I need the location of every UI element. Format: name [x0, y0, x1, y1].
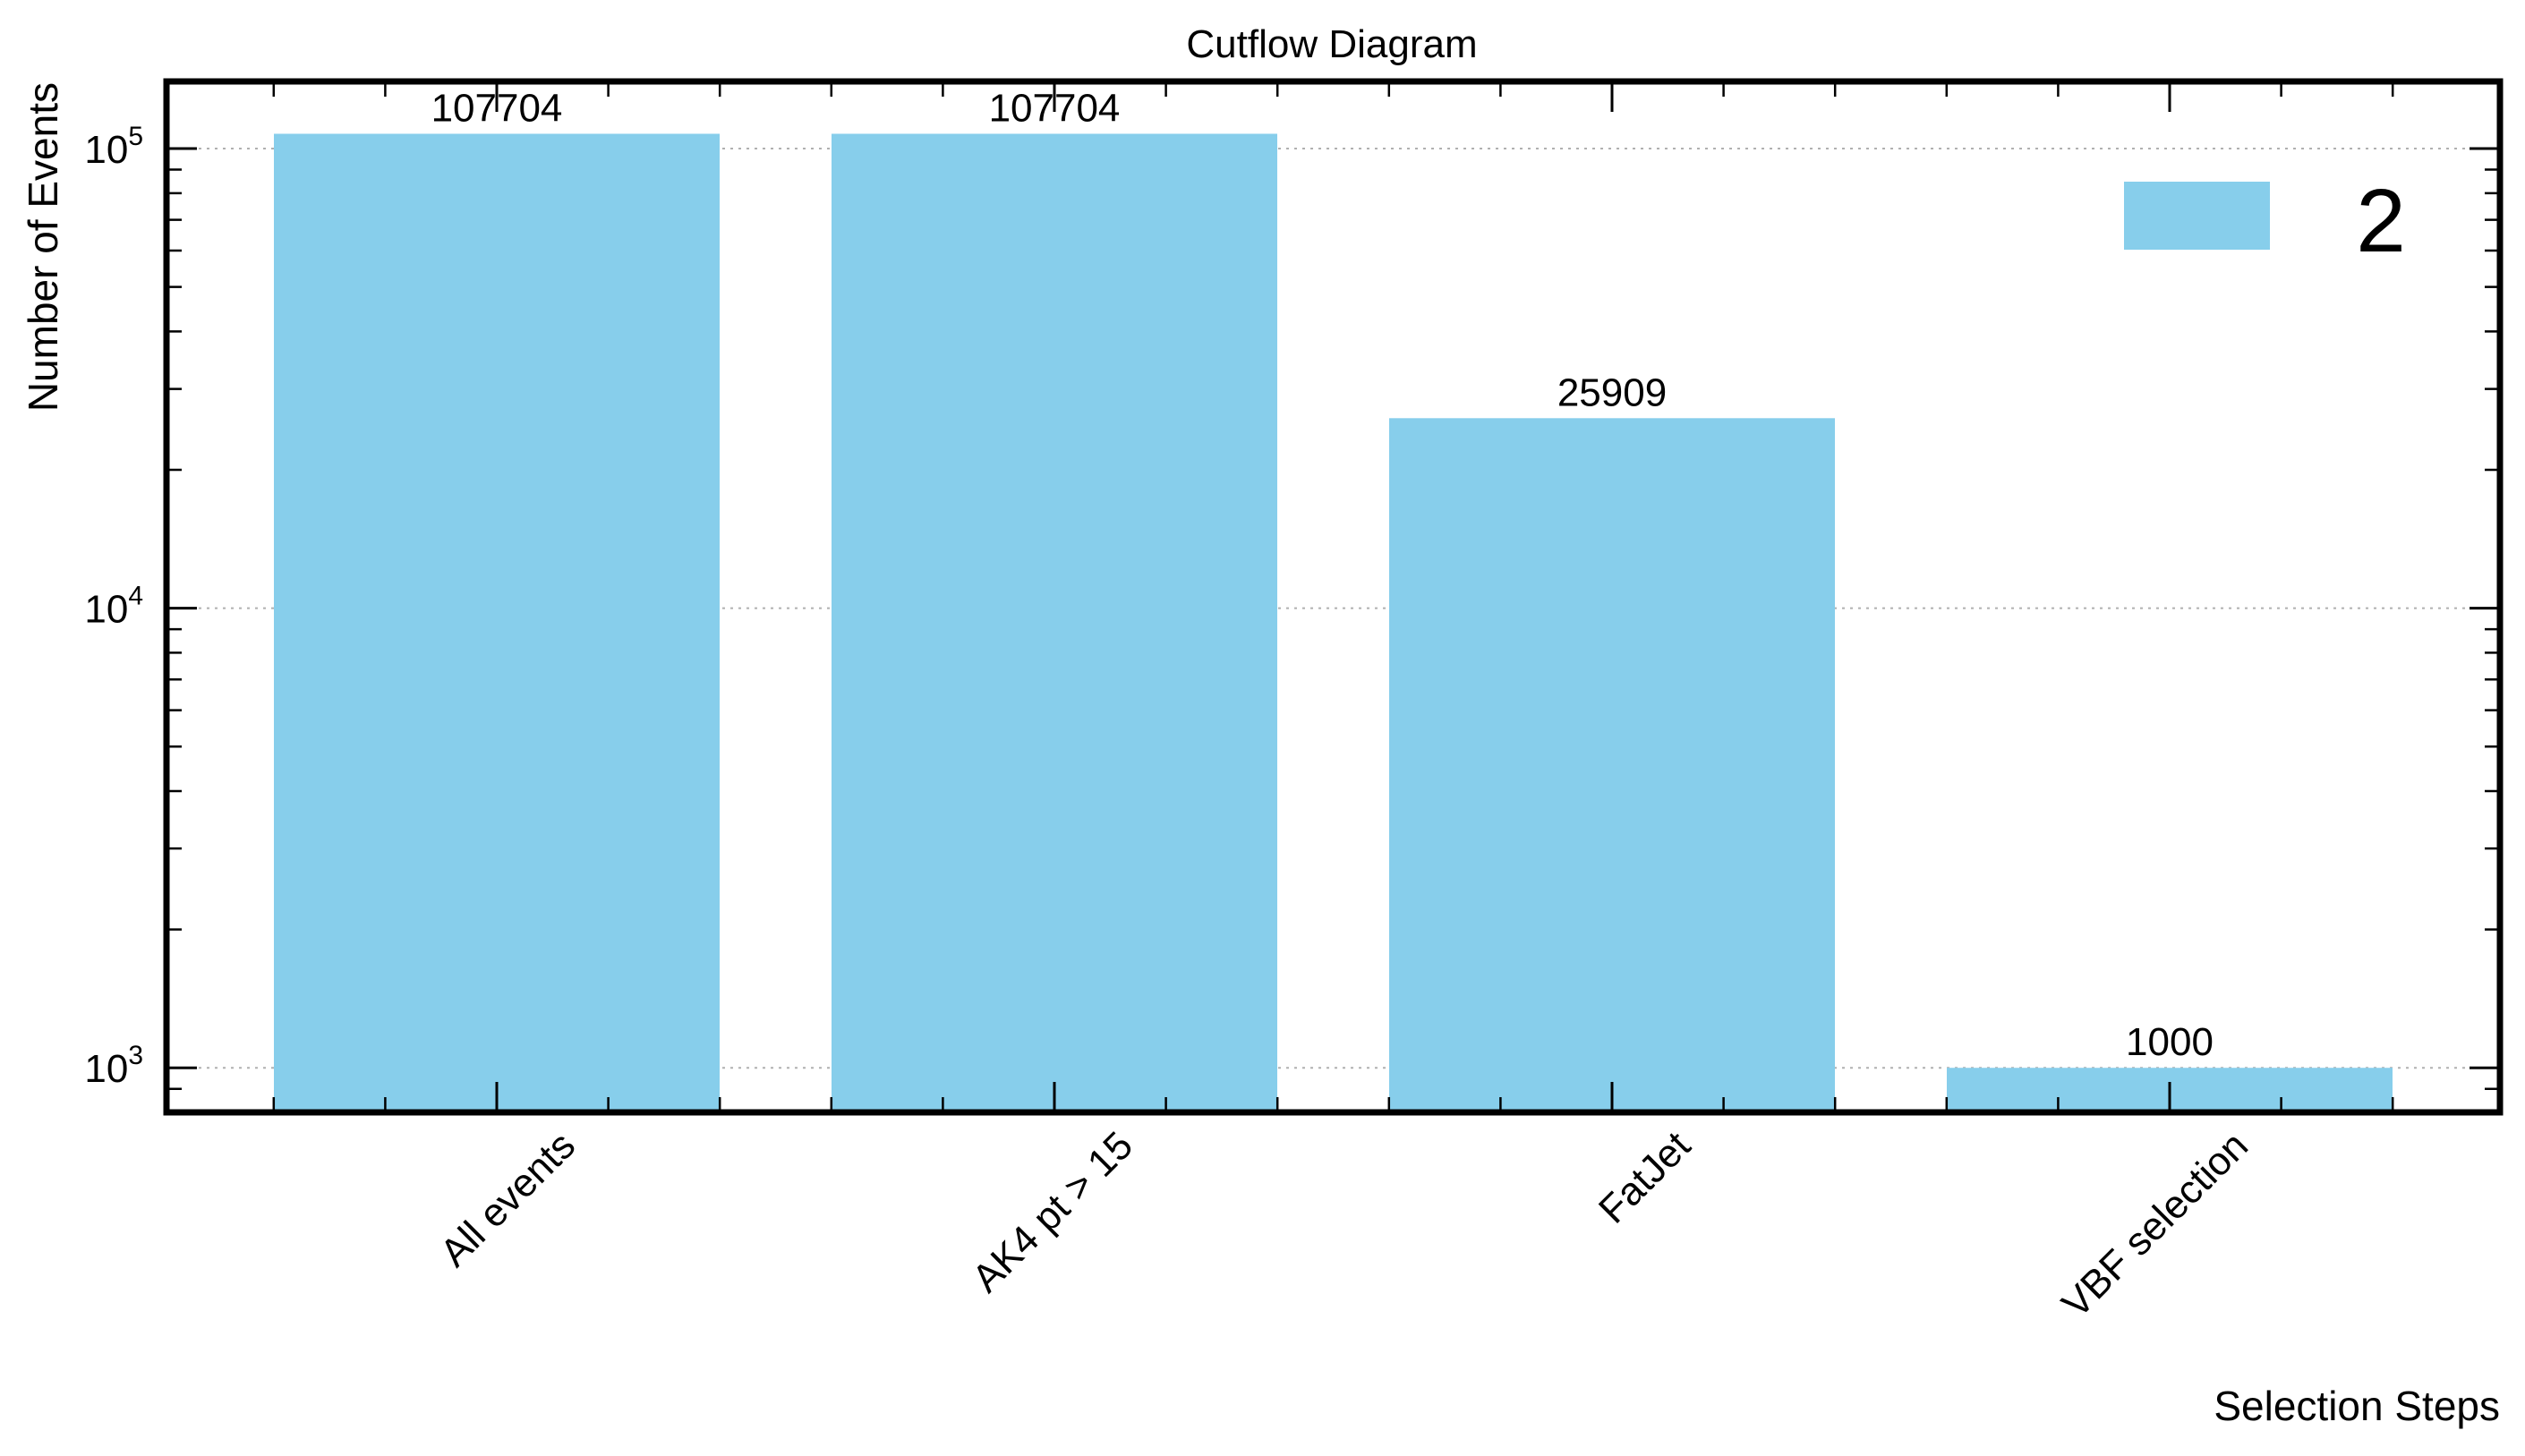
data-labels: 107704 107704 25909 1000 [431, 86, 2214, 1064]
legend-label: 2 [2356, 171, 2406, 271]
y-axis-label: Number of Events [20, 82, 66, 412]
y-tick-exponent: 3 [128, 1041, 143, 1070]
legend: 2 [2124, 171, 2406, 271]
chart-title: Cutflow Diagram [1186, 22, 1477, 66]
bar-2 [832, 133, 1277, 1112]
data-label-2: 107704 [989, 86, 1121, 130]
y-tick-base: 10 [84, 1047, 128, 1091]
x-tick-labels: All events AK4 pt > 15 FatJet VBF selection [432, 1123, 2257, 1326]
y-tick-label-2: 105 [84, 122, 143, 172]
x-tick-label-4: VBF selection [2053, 1123, 2256, 1326]
x-tick-label-3: FatJet [1591, 1123, 1699, 1231]
bar-3 [1389, 418, 1835, 1112]
y-tick-base: 10 [84, 128, 128, 172]
bars [274, 133, 2393, 1112]
x-axis-label: Selection Steps [2214, 1383, 2500, 1429]
y-tick-exponent: 5 [128, 122, 143, 151]
data-label-1: 107704 [431, 86, 563, 130]
data-label-3: 25909 [1557, 370, 1667, 414]
y-tick-exponent: 4 [128, 582, 143, 611]
data-label-4: 1000 [2126, 1020, 2214, 1064]
y-tick-base: 10 [84, 588, 128, 632]
plot-frame [163, 78, 2504, 1116]
legend-swatch [2124, 182, 2270, 250]
bar-1 [274, 133, 720, 1112]
x-tick-label-1: All events [432, 1123, 584, 1275]
y-tick-label-1: 104 [84, 582, 143, 632]
y-tick-label-0: 103 [84, 1041, 143, 1091]
x-tick-label-2: AK4 pt > 15 [964, 1123, 1141, 1300]
